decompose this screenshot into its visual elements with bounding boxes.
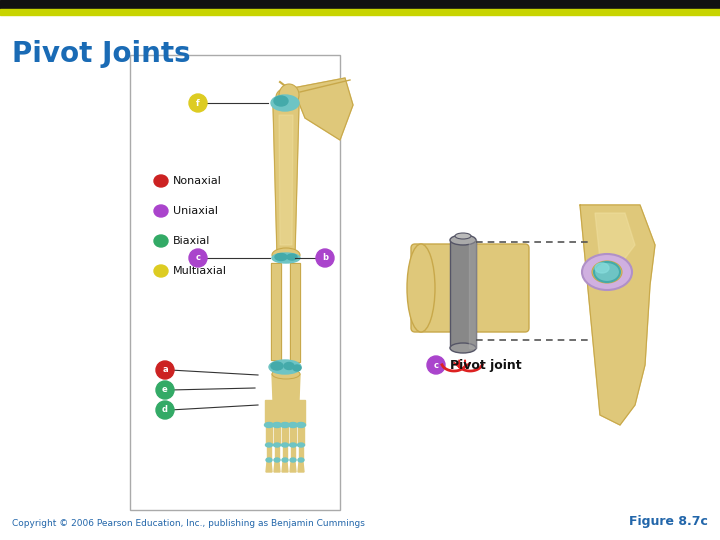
Ellipse shape: [595, 263, 609, 273]
Polygon shape: [282, 462, 288, 472]
Text: b: b: [322, 253, 328, 262]
Ellipse shape: [272, 248, 300, 262]
Ellipse shape: [272, 369, 300, 379]
FancyBboxPatch shape: [411, 244, 529, 332]
Bar: [0, 0, 720, 9]
Ellipse shape: [271, 362, 283, 370]
Text: Nonaxial: Nonaxial: [173, 176, 222, 186]
Bar: [0, 9, 720, 15]
Polygon shape: [580, 205, 655, 425]
Ellipse shape: [407, 244, 435, 332]
Ellipse shape: [289, 443, 297, 447]
Polygon shape: [282, 427, 288, 445]
Ellipse shape: [274, 96, 288, 106]
Text: Copyright © 2006 Pearson Education, Inc., publishing as Benjamin Cummings: Copyright © 2006 Pearson Education, Inc.…: [12, 519, 365, 528]
Ellipse shape: [269, 360, 301, 374]
Ellipse shape: [297, 422, 305, 428]
Ellipse shape: [276, 88, 298, 106]
Polygon shape: [274, 462, 280, 472]
Ellipse shape: [287, 254, 297, 260]
Ellipse shape: [293, 365, 301, 371]
Ellipse shape: [290, 458, 296, 462]
Ellipse shape: [264, 422, 274, 428]
Polygon shape: [298, 427, 304, 445]
Circle shape: [156, 361, 174, 379]
FancyBboxPatch shape: [450, 240, 476, 348]
Text: c: c: [433, 361, 438, 369]
Text: a: a: [162, 366, 168, 375]
Ellipse shape: [282, 443, 289, 447]
Ellipse shape: [592, 261, 622, 283]
Circle shape: [156, 381, 174, 399]
Polygon shape: [275, 447, 279, 460]
Ellipse shape: [274, 458, 280, 462]
Polygon shape: [267, 447, 271, 460]
Ellipse shape: [154, 235, 168, 247]
Polygon shape: [595, 213, 635, 265]
Polygon shape: [266, 427, 272, 445]
Polygon shape: [274, 427, 280, 445]
Ellipse shape: [154, 205, 168, 217]
Polygon shape: [290, 462, 296, 472]
Polygon shape: [271, 263, 281, 360]
Polygon shape: [273, 400, 281, 425]
Ellipse shape: [289, 422, 297, 428]
Text: Multiaxial: Multiaxial: [173, 266, 227, 276]
Ellipse shape: [450, 235, 476, 245]
Polygon shape: [265, 400, 273, 425]
Ellipse shape: [450, 343, 476, 353]
Polygon shape: [469, 240, 476, 348]
Bar: [130, 55, 340, 510]
Circle shape: [427, 356, 445, 374]
Ellipse shape: [284, 362, 294, 369]
Text: d: d: [162, 406, 168, 415]
Ellipse shape: [455, 233, 471, 239]
Ellipse shape: [266, 458, 272, 462]
Polygon shape: [290, 263, 300, 362]
Polygon shape: [291, 447, 295, 460]
Ellipse shape: [298, 458, 304, 462]
Ellipse shape: [272, 253, 300, 263]
Ellipse shape: [582, 254, 632, 290]
Ellipse shape: [266, 443, 272, 447]
Text: f: f: [196, 98, 200, 107]
Text: Figure 8.7c: Figure 8.7c: [629, 515, 708, 528]
Circle shape: [189, 94, 207, 112]
Text: Uniaxial: Uniaxial: [173, 206, 218, 216]
Ellipse shape: [594, 262, 620, 282]
Ellipse shape: [281, 422, 289, 428]
Polygon shape: [283, 447, 287, 460]
Circle shape: [316, 249, 334, 267]
Polygon shape: [266, 462, 272, 472]
Text: Pivot joint: Pivot joint: [450, 359, 521, 372]
Ellipse shape: [272, 422, 282, 428]
Ellipse shape: [297, 443, 305, 447]
Ellipse shape: [279, 84, 299, 106]
Polygon shape: [289, 400, 297, 425]
Polygon shape: [299, 447, 303, 460]
Ellipse shape: [154, 265, 168, 277]
Polygon shape: [297, 400, 305, 425]
Circle shape: [156, 401, 174, 419]
Text: c: c: [196, 253, 200, 262]
Polygon shape: [273, 105, 299, 255]
Text: Biaxial: Biaxial: [173, 236, 210, 246]
Text: Pivot Joints: Pivot Joints: [12, 40, 191, 68]
Polygon shape: [298, 462, 304, 472]
Polygon shape: [279, 115, 293, 245]
Ellipse shape: [154, 175, 168, 187]
Ellipse shape: [271, 95, 299, 111]
Circle shape: [189, 249, 207, 267]
Polygon shape: [272, 374, 300, 400]
Polygon shape: [281, 400, 289, 425]
Ellipse shape: [274, 443, 281, 447]
Ellipse shape: [282, 458, 288, 462]
Polygon shape: [293, 78, 353, 140]
Text: e: e: [162, 386, 168, 395]
Polygon shape: [290, 427, 296, 445]
Ellipse shape: [275, 253, 287, 260]
